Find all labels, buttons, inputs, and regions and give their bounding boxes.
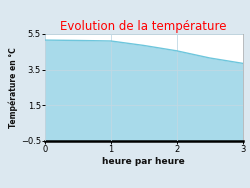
Title: Evolution de la température: Evolution de la température: [60, 20, 227, 33]
Y-axis label: Température en °C: Température en °C: [8, 47, 18, 128]
X-axis label: heure par heure: heure par heure: [102, 157, 185, 166]
